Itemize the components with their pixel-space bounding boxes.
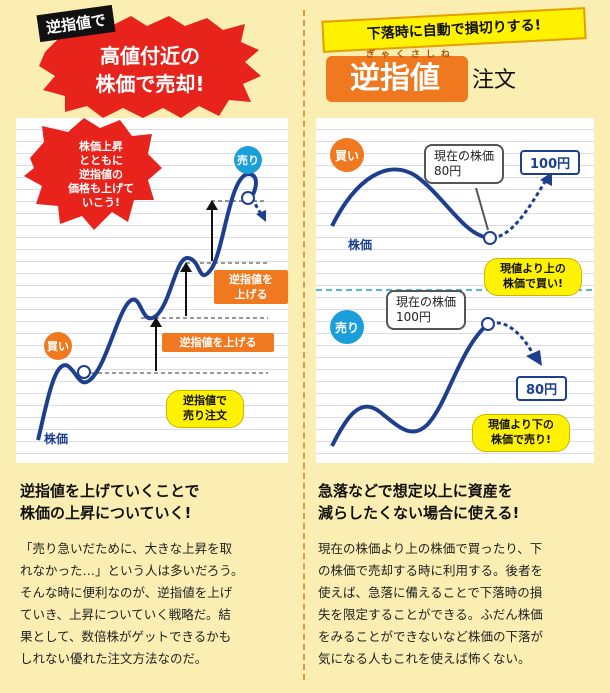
current-price-bottom-line2: 100円 xyxy=(396,310,431,324)
current-price-box-top: 現在の株価 80円 xyxy=(424,144,505,184)
right-body: 現在の株価より上の株価で買ったり、下 の株価で売却する時に利用する。後者を 使え… xyxy=(318,538,603,670)
right-title-main: 逆指値 xyxy=(350,61,440,96)
strategy-burst: 株価上昇 とともに 逆指値の 価格も上げて いこう! xyxy=(56,140,146,210)
left-body-line: しれない優れた注文方法なのだ。 xyxy=(20,651,208,666)
buy-marker: 買い xyxy=(44,332,72,360)
left-heading: 逆指値を上げていくことで 株価の上昇についていく! xyxy=(20,480,290,524)
sell-below-bubble: 現値より下の 株価で売り! xyxy=(472,414,570,452)
left-body-line: ていき、上昇についていく戦略だ。結 xyxy=(20,607,231,622)
left-stock-label: 株価 xyxy=(44,432,69,446)
right-stock-label: 株価 xyxy=(348,238,373,252)
left-body: 「売り急いだために、大きな上昇を取 れなかった…」という人は多いだろう。 そんな… xyxy=(20,538,292,670)
left-headline: 高値付近の 株価で売却! xyxy=(60,42,240,98)
red-burst-headline xyxy=(39,16,261,118)
right-title-suffix: 注文 xyxy=(472,68,517,93)
left-body-line: そんな時に便利なのが、逆指値を上げ xyxy=(20,585,233,600)
burst-line3: 逆指値の xyxy=(79,168,123,181)
right-heading-line1: 急落などで想定以上に資産を xyxy=(318,482,513,500)
burst-line1: 株価上昇 xyxy=(79,140,123,153)
burst-line5: いこう! xyxy=(81,196,121,209)
left-body-line: 「売り急いだために、大きな上昇を取 xyxy=(20,541,233,556)
sell-below-line2: 株価で売り! xyxy=(490,433,552,446)
raise-stop-tag-upper: 逆指値を 上げる xyxy=(214,270,288,304)
target-price-bottom: 80円 xyxy=(516,376,568,401)
right-body-line: 失を限定することができる。ふだん株価 xyxy=(318,607,543,622)
raise-stop-tag-lower: 逆指値を上げる xyxy=(162,333,274,352)
burst-line2: とともに xyxy=(79,154,123,167)
burst-line4: 価格も上げて xyxy=(68,182,134,195)
left-chart-panel: 株価上昇 とともに 逆指値の 価格も上げて いこう! 売り 買い 逆指値を 上げ… xyxy=(16,118,288,463)
left-heading-line1: 逆指値を上げていくことで xyxy=(20,482,200,500)
right-chart-panel: 買い 現在の株価 80円 100円 現値より上の 株価で買い! 株価 売り 現在… xyxy=(316,118,594,463)
right-sell-marker: 売り xyxy=(330,310,364,344)
current-price-bottom-line1: 現在の株価 xyxy=(396,295,457,309)
order-bubble-line1: 逆指値で xyxy=(183,394,227,407)
current-price-top-line1: 現在の株価 xyxy=(434,149,495,163)
stop-sell-order-bubble: 逆指値で 売り注文 xyxy=(166,390,244,428)
left-stock-chart xyxy=(24,118,268,441)
order-bubble-line2: 売り注文 xyxy=(183,409,227,422)
right-body-line: の株価で売却する時に利用する。後者を xyxy=(318,563,544,578)
right-body-line: をみることができないなど株価の下落が xyxy=(318,629,544,644)
title-ruby: ぎゃくさしね xyxy=(366,50,456,60)
left-headline-line2: 株価で売却! xyxy=(95,72,205,96)
right-body-line: 気になる人もこれを使えば怖くない。 xyxy=(318,651,531,666)
sell-marker: 売り xyxy=(234,146,262,174)
raise-stop-tag-upper-line2: 上げる xyxy=(234,288,268,301)
column-divider xyxy=(303,10,305,680)
right-title-box xyxy=(326,56,468,102)
sell-below-line1: 現値より下の xyxy=(488,418,554,431)
target-price-top: 100円 xyxy=(520,150,581,175)
current-price-top-line2: 80円 xyxy=(434,164,462,178)
left-body-line: れなかった…」という人は多いだろう。 xyxy=(20,563,244,578)
right-buy-marker: 買い xyxy=(330,138,364,172)
left-heading-line2: 株価の上昇についていく! xyxy=(20,504,192,522)
buy-above-line1: 現値より上の xyxy=(500,262,566,275)
right-body-line: 使えば、急落に備えることで下落時の損 xyxy=(318,585,543,600)
raise-stop-tag-upper-line1: 逆指値を xyxy=(229,273,273,286)
buy-above-line2: 株価で買い! xyxy=(502,277,564,290)
current-price-box-bottom: 現在の株価 100円 xyxy=(386,290,467,330)
left-body-line: 果として、数倍株がゲットできるかも xyxy=(20,629,232,644)
buy-above-bubble: 現値より上の 株価で買い! xyxy=(484,258,582,296)
right-heading-line2: 減らしたくない場合に使える! xyxy=(318,504,520,522)
left-headline-line1: 高値付近の xyxy=(100,44,200,68)
right-heading: 急落などで想定以上に資産を 減らしたくない場合に使える! xyxy=(318,480,598,524)
right-body-line: 現在の株価より上の株価で買ったり、下 xyxy=(318,541,543,556)
